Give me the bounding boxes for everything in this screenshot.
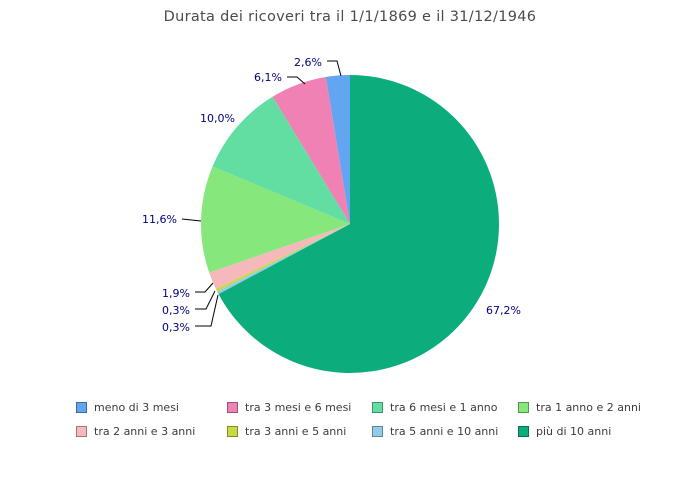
legend-item-tra-5-anni-e-10-anni: tra 5 anni e 10 anni xyxy=(372,425,518,438)
slice-label: 10,0% xyxy=(200,112,235,125)
pie-slice-meno-di-3-mesi xyxy=(325,75,350,224)
legend-color-swatch xyxy=(227,426,238,437)
leader-line xyxy=(195,282,214,293)
legend: meno di 3 mesi tra 3 mesi e 6 mesi tra 6 m… xyxy=(76,401,666,438)
slice-labels: 2,6% 6,1% 10,0% 11,6% 1,9% 0,3% 0,3% 67,2% xyxy=(142,56,521,334)
legend-color-swatch xyxy=(76,402,87,413)
legend-label: tra 1 anno e 2 anni xyxy=(536,401,641,414)
slice-label: 0,3% xyxy=(162,321,190,334)
legend-color-swatch xyxy=(518,402,529,413)
pie-slice-tra-2-anni-e-3-anni xyxy=(209,224,350,290)
legend-item-tra-2-anni-e-3-anni: tra 2 anni e 3 anni xyxy=(76,425,227,438)
pie-slice-tra-6-mesi-e-1-anno xyxy=(212,96,350,224)
slice-label: 11,6% xyxy=(142,213,177,226)
leader-line xyxy=(195,290,216,310)
slice-label: 0,3% xyxy=(162,304,190,317)
legend-item-più-di-10-anni: più di 10 anni xyxy=(518,425,666,438)
legend-color-swatch xyxy=(76,426,87,437)
leader-line xyxy=(327,60,342,77)
legend-label: tra 5 anni e 10 anni xyxy=(390,425,499,438)
pie-slice-tra-3-mesi-e-6-mesi xyxy=(272,76,350,224)
legend-label: più di 10 anni xyxy=(536,425,612,438)
pie-slice-tra-5-anni-e-10-anni xyxy=(217,224,350,295)
legend-color-swatch xyxy=(372,402,383,413)
legend-label: tra 6 mesi e 1 anno xyxy=(390,401,498,414)
legend-item-tra-1-anno-e-2-anni: tra 1 anno e 2 anni xyxy=(518,401,666,414)
legend-item-tra-6-mesi-e-1-anno: tra 6 mesi e 1 anno xyxy=(372,401,518,414)
chart-title: Durata dei ricoveri tra il 1/1/1869 e il… xyxy=(163,9,537,25)
legend-item-tra-3-mesi-e-6-mesi: tra 3 mesi e 6 mesi xyxy=(227,401,372,414)
slice-label: 67,2% xyxy=(486,304,521,317)
slice-label: 6,1% xyxy=(254,71,282,84)
legend-color-swatch xyxy=(372,426,383,437)
label-leader-lines xyxy=(181,60,342,327)
leader-line xyxy=(195,294,219,327)
pie-slice-più-di-10-anni xyxy=(218,75,500,374)
legend-item-tra-3-anni-e-5-anni: tra 3 anni e 5 anni xyxy=(227,425,372,438)
legend-label: tra 3 anni e 5 anni xyxy=(245,425,347,438)
legend-item-meno-di-3-mesi: meno di 3 mesi xyxy=(76,401,227,414)
legend-label: meno di 3 mesi xyxy=(94,401,179,414)
slice-label: 1,9% xyxy=(162,287,190,300)
legend-color-swatch xyxy=(227,402,238,413)
legend-label: tra 2 anni e 3 anni xyxy=(94,425,196,438)
pie-slice-tra-1-anno-e-2-anni xyxy=(201,166,350,273)
leader-line xyxy=(181,218,202,222)
pie-slice-tra-3-anni-e-5-anni xyxy=(215,224,350,292)
legend-label: tra 3 mesi e 6 mesi xyxy=(245,401,352,414)
slice-label: 2,6% xyxy=(294,56,322,69)
legend-color-swatch xyxy=(518,426,529,437)
leader-line xyxy=(287,76,306,85)
pie-slices xyxy=(201,75,500,374)
